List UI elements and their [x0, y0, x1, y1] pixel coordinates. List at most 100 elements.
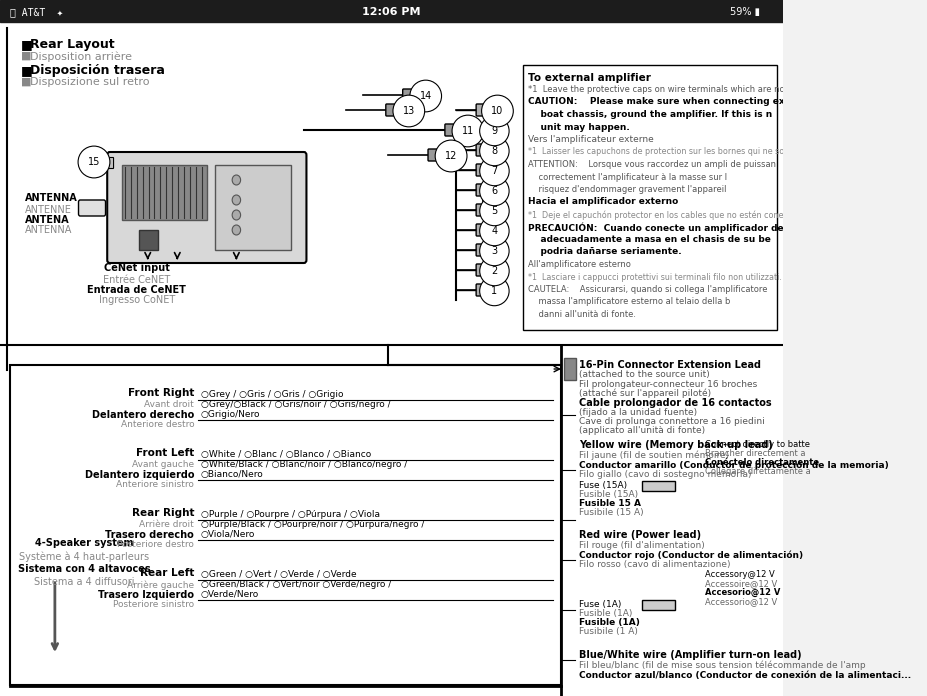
FancyBboxPatch shape	[386, 104, 400, 116]
Bar	[122, 165, 207, 220]
Text: Conductor rojo (Conductor de alimentación): Conductor rojo (Conductor de alimentació…	[578, 550, 803, 560]
FancyBboxPatch shape	[402, 89, 416, 101]
Text: Cable prolongador de 16 contactos: Cable prolongador de 16 contactos	[578, 398, 771, 408]
Text: CAUTION:    Please make sure when connecting external: CAUTION: Please make sure when connectin…	[527, 97, 814, 106]
Text: unit may happen.: unit may happen.	[527, 122, 629, 132]
Bar	[641, 600, 675, 610]
Text: Fusible 15 A: Fusible 15 A	[578, 499, 641, 508]
Text: Conductor azul/blanco (Conductor de conexión de la alimentaci...: Conductor azul/blanco (Conductor de cone…	[578, 671, 910, 680]
Bar	[10, 365, 560, 685]
Text: *1  Deje el capuchón protector en los cables que no estén conec: *1 Deje el capuchón protector en los cab…	[527, 210, 787, 219]
Text: Conéctelo directamente: Conéctelo directamente	[705, 458, 819, 467]
Text: Fil bleu/blanc (fil de mise sous tension télécommande de l'amp: Fil bleu/blanc (fil de mise sous tension…	[578, 661, 865, 670]
Text: Posteriore sinistro: Posteriore sinistro	[113, 600, 194, 609]
Text: Posteriore destro: Posteriore destro	[117, 540, 194, 549]
Text: ANTENA: ANTENA	[25, 215, 70, 225]
Text: Brancher directement a: Brancher directement a	[705, 449, 805, 458]
Text: 4: 4	[490, 226, 497, 236]
Bar	[215, 165, 291, 250]
Circle shape	[232, 225, 240, 235]
FancyBboxPatch shape	[476, 184, 489, 196]
FancyBboxPatch shape	[476, 204, 489, 216]
Text: CAUTELA:    Assicurarsi, quando si collega l'amplificatore: CAUTELA: Assicurarsi, quando si collega …	[527, 285, 767, 294]
Text: 4-Speaker system: 4-Speaker system	[35, 538, 133, 548]
Text: Rear Layout: Rear Layout	[30, 38, 114, 51]
Text: Arrière droit: Arrière droit	[139, 520, 194, 529]
Text: Vers l'amplificateur externe: Vers l'amplificateur externe	[527, 135, 653, 144]
Text: Filo rosso (cavo di alimentazione): Filo rosso (cavo di alimentazione)	[578, 560, 730, 569]
Text: adecuadamente a masa en el chasis de su be: adecuadamente a masa en el chasis de su …	[527, 235, 769, 244]
Text: Ingresso CoNET: Ingresso CoNET	[98, 295, 174, 305]
Text: Cave di prolunga connettore a 16 piedini: Cave di prolunga connettore a 16 piedini	[578, 417, 764, 426]
Text: (applicato all'unità di fonte): (applicato all'unità di fonte)	[578, 426, 705, 435]
Text: →: →	[98, 158, 108, 168]
Text: 6: 6	[490, 186, 497, 196]
Bar	[523, 65, 776, 330]
Text: 16-Pin Connector Extension Lead: 16-Pin Connector Extension Lead	[578, 360, 760, 370]
Text: Rear Left: Rear Left	[140, 568, 194, 578]
Text: Filo giallo (cavo di sostegno memoria): Filo giallo (cavo di sostegno memoria)	[578, 470, 751, 479]
Text: Fuse (1A): Fuse (1A)	[578, 600, 621, 609]
Text: 11: 11	[462, 126, 474, 136]
Bar	[564, 358, 575, 380]
FancyBboxPatch shape	[476, 124, 489, 136]
Text: *1  Laisser les capuchons de protection sur les bornes qui ne so: *1 Laisser les capuchons de protection s…	[527, 148, 783, 157]
Text: ○Grey / ○Gris / ○Gris / ○Grigio: ○Grey / ○Gris / ○Gris / ○Grigio	[201, 390, 343, 399]
Text: Conductor amarillo (Conductor de protección de la memoria): Conductor amarillo (Conductor de protecc…	[578, 460, 888, 470]
Text: Accessoire@12 V: Accessoire@12 V	[705, 579, 776, 588]
Text: Anteriore destro: Anteriore destro	[121, 420, 194, 429]
Text: 5: 5	[490, 206, 497, 216]
Text: PRECAUCIÓN:  Cuando conecte un amplificador de potencia: PRECAUCIÓN: Cuando conecte un amplificad…	[527, 223, 830, 233]
Text: CeNet input: CeNet input	[104, 263, 170, 273]
Text: Delantero izquierdo: Delantero izquierdo	[84, 470, 194, 480]
Text: Anteriore sinistro: Anteriore sinistro	[116, 480, 194, 489]
Text: ATTENTION:    Lorsque vous raccordez un ampli de puissan: ATTENTION: Lorsque vous raccordez un amp…	[527, 160, 775, 169]
Circle shape	[232, 175, 240, 185]
Text: (attached to the source unit): (attached to the source unit)	[578, 370, 709, 379]
FancyBboxPatch shape	[476, 164, 489, 176]
FancyBboxPatch shape	[476, 104, 489, 116]
Text: ANTENNA: ANTENNA	[25, 193, 78, 203]
Text: Fil rouge (fil d'alimentation): Fil rouge (fil d'alimentation)	[578, 541, 705, 550]
Text: ○Purple/Black / ○Pourpre/noir / ○Púrpura/negro /
○Viola/Nero: ○Purple/Black / ○Pourpre/noir / ○Púrpura…	[201, 520, 424, 539]
Text: 📶 AT&T  ✦: 📶 AT&T ✦	[10, 7, 63, 17]
FancyBboxPatch shape	[108, 157, 113, 168]
Text: Avant gauche: Avant gauche	[132, 460, 194, 469]
Text: ○Green/Black / ○Vert/noir ○Verde/negro /
○Verde/Nero: ○Green/Black / ○Vert/noir ○Verde/negro /…	[201, 580, 391, 599]
Text: Trasero Izquierdo: Trasero Izquierdo	[98, 590, 194, 600]
Text: ○Grey/○Black / ○Gris/noir / ○Gris/negro /
○Grigio/Nero: ○Grey/○Black / ○Gris/noir / ○Gris/negro …	[201, 400, 390, 419]
Text: 2: 2	[490, 266, 497, 276]
Text: 12: 12	[444, 151, 457, 161]
Text: Fusibile (1 A): Fusibile (1 A)	[578, 627, 638, 636]
FancyBboxPatch shape	[476, 244, 489, 256]
Text: Entrada de CeNET: Entrada de CeNET	[87, 285, 186, 295]
Text: correctement l'amplificateur à la masse sur l: correctement l'amplificateur à la masse …	[527, 173, 726, 182]
Text: Yellow wire (Memory back-up lead): Yellow wire (Memory back-up lead)	[578, 440, 772, 450]
Text: Système à 4 haut-parleurs: Système à 4 haut-parleurs	[19, 551, 149, 562]
Text: massa l'amplificatore esterno al telaio della b: massa l'amplificatore esterno al telaio …	[527, 297, 730, 306]
Text: ANTENNA: ANTENNA	[25, 225, 72, 235]
Text: Blue/White wire (Amplifier turn-on lead): Blue/White wire (Amplifier turn-on lead)	[578, 650, 801, 660]
Text: ■: ■	[21, 77, 32, 87]
Text: Disposición trasera: Disposición trasera	[30, 64, 164, 77]
Text: Fusible (1A): Fusible (1A)	[578, 609, 632, 618]
Text: Red wire (Power lead): Red wire (Power lead)	[578, 530, 701, 540]
Text: ■: ■	[21, 51, 32, 61]
Text: ■: ■	[21, 64, 32, 77]
Text: Fusible (15A): Fusible (15A)	[578, 490, 638, 499]
Text: Entrée CeNET: Entrée CeNET	[103, 275, 171, 285]
Text: ○Purple / ○Pourpre / ○Púrpura / ○Viola: ○Purple / ○Pourpre / ○Púrpura / ○Viola	[201, 510, 379, 519]
Text: To external amplifier: To external amplifier	[527, 73, 651, 83]
Text: Sistema con 4 altavoces: Sistema con 4 altavoces	[19, 564, 150, 574]
FancyBboxPatch shape	[476, 224, 489, 236]
FancyBboxPatch shape	[444, 124, 459, 136]
Circle shape	[232, 210, 240, 220]
Text: ○Green / ○Vert / ○Verde / ○Verde: ○Green / ○Vert / ○Verde / ○Verde	[201, 570, 356, 579]
Text: Avant droit: Avant droit	[145, 400, 194, 409]
Text: (attaché sur l'appareil piloté): (attaché sur l'appareil piloté)	[578, 389, 710, 399]
Bar	[641, 481, 675, 491]
FancyBboxPatch shape	[476, 264, 489, 276]
Circle shape	[232, 195, 240, 205]
Bar	[139, 230, 158, 250]
Text: 3: 3	[490, 246, 497, 256]
